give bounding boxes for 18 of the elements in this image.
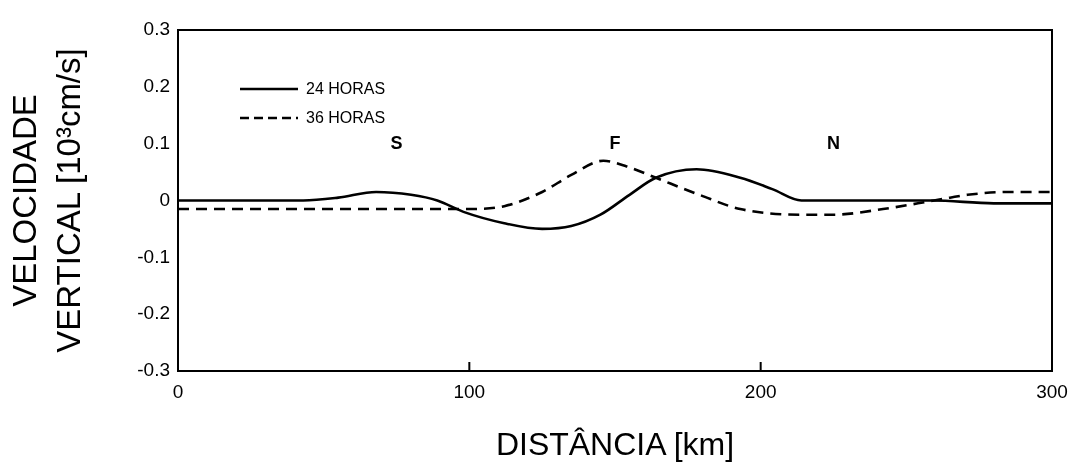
annotation: S bbox=[390, 133, 403, 154]
y-tick-label: -0.1 bbox=[137, 245, 170, 267]
x-tick-label: 200 bbox=[744, 380, 777, 402]
y-tick-label: 0.1 bbox=[143, 131, 170, 153]
y-tick-label: -0.2 bbox=[137, 302, 170, 324]
x-tick-label: 0 bbox=[172, 380, 184, 402]
annotation: F bbox=[609, 133, 621, 154]
x-axis-title: DISTÂNCIA [km] bbox=[495, 425, 735, 462]
y-tick-label: 0 bbox=[159, 188, 170, 210]
x-tick-label: 100 bbox=[453, 380, 486, 402]
y-tick-label: -0.3 bbox=[137, 359, 170, 381]
annotation: N bbox=[827, 133, 840, 154]
y-tick-label: 0.2 bbox=[143, 75, 170, 97]
x-tick-label: 300 bbox=[1036, 380, 1068, 402]
legend-label: 24 HORAS bbox=[306, 79, 386, 98]
y-tick-label: 0.3 bbox=[143, 18, 170, 40]
y-axis-title: VELOCIDADE VERTICAL [10³cm/s] bbox=[5, 48, 88, 353]
legend-label: 36 HORAS bbox=[306, 108, 386, 127]
